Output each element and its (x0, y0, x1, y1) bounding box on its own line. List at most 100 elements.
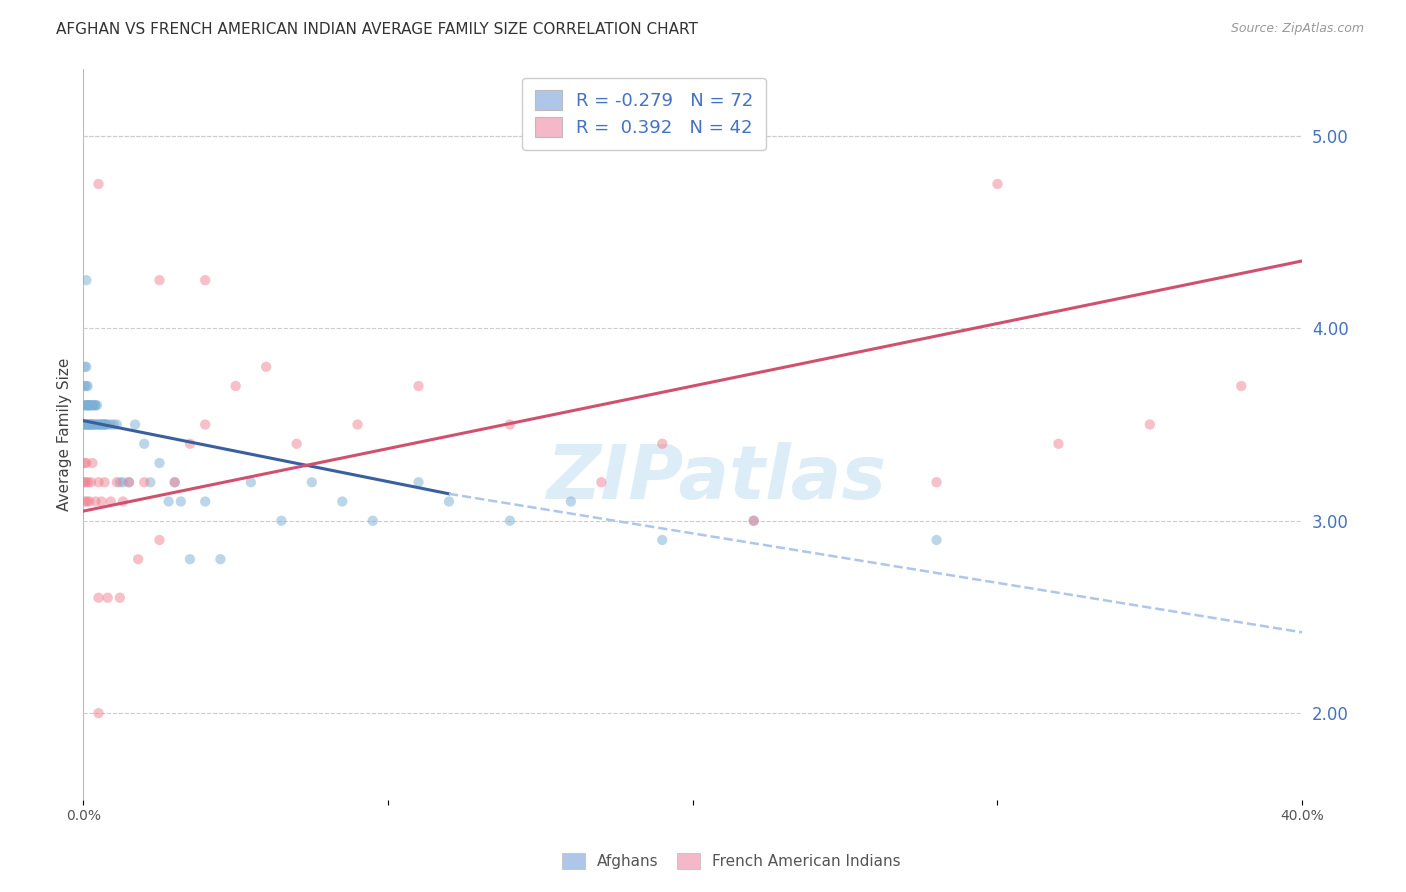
Point (408, 475, 430, 490)
Point (118, 475, 141, 490)
Point (87, 177, 110, 191)
Point (93, 417, 115, 432)
Point (87, 706, 110, 721)
Point (86, 398, 108, 412)
Point (742, 514, 765, 528)
Point (76, 379, 98, 393)
Point (925, 475, 948, 490)
Point (93, 417, 115, 432)
Point (111, 494, 134, 508)
Point (111, 475, 134, 490)
Point (80, 417, 103, 432)
Point (346, 417, 368, 432)
Text: Source: ZipAtlas.com: Source: ZipAtlas.com (1230, 22, 1364, 36)
Point (651, 533, 673, 547)
Point (163, 475, 186, 490)
Point (163, 475, 186, 490)
Point (82, 417, 104, 432)
Point (79, 398, 101, 412)
Point (76, 398, 98, 412)
Point (73, 398, 96, 412)
Point (97, 417, 120, 432)
Point (560, 494, 582, 508)
Point (742, 514, 765, 528)
Legend: R = -0.279   N = 72, R =  0.392   N = 42: R = -0.279 N = 72, R = 0.392 N = 42 (522, 78, 766, 150)
Point (285, 436, 308, 450)
Point (254, 359, 277, 374)
Point (499, 417, 522, 432)
Point (82, 398, 104, 412)
Point (408, 379, 430, 393)
Point (84, 398, 107, 412)
Point (73, 494, 96, 508)
Point (134, 436, 156, 450)
Point (77, 398, 100, 412)
Point (80, 398, 103, 412)
Point (239, 475, 262, 490)
Point (84, 417, 107, 432)
Point (82, 417, 104, 432)
Point (87, 591, 110, 605)
Point (75, 398, 97, 412)
Point (75, 475, 97, 490)
Point (76, 475, 98, 490)
Point (90, 417, 112, 432)
Point (77, 398, 100, 412)
Point (76, 417, 98, 432)
Point (105, 417, 128, 432)
Point (925, 533, 948, 547)
Point (75, 417, 97, 432)
Point (94, 417, 117, 432)
Point (124, 417, 146, 432)
Point (87, 417, 110, 432)
Point (76, 494, 98, 508)
Legend: Afghans, French American Indians: Afghans, French American Indians (555, 847, 907, 875)
Point (1230, 379, 1253, 393)
Text: ZIPatlas: ZIPatlas (547, 442, 887, 515)
Point (93, 475, 115, 490)
Point (79, 398, 101, 412)
Point (75, 359, 97, 374)
Point (87, 417, 110, 432)
Point (134, 475, 156, 490)
Point (84, 494, 107, 508)
Point (361, 514, 384, 528)
Point (82, 456, 104, 470)
Point (591, 475, 613, 490)
Point (77, 417, 100, 432)
Point (79, 417, 101, 432)
Point (97, 591, 120, 605)
Point (100, 494, 122, 508)
Point (148, 273, 170, 287)
Point (651, 436, 673, 450)
Point (73, 417, 96, 432)
Point (91, 417, 114, 432)
Point (90, 417, 112, 432)
Point (75, 398, 97, 412)
Point (75, 456, 97, 470)
Point (79, 417, 101, 432)
Point (87, 475, 110, 490)
Point (80, 417, 103, 432)
Point (148, 533, 170, 547)
Point (105, 475, 128, 490)
Point (75, 379, 97, 393)
Point (79, 494, 101, 508)
Point (73, 359, 96, 374)
Point (437, 494, 460, 508)
Point (194, 494, 217, 508)
Point (225, 379, 247, 393)
Point (1047, 436, 1070, 450)
Point (209, 552, 232, 566)
Point (83, 417, 105, 432)
Point (179, 552, 201, 566)
Point (103, 417, 125, 432)
Point (76, 417, 98, 432)
Point (301, 475, 323, 490)
Point (100, 417, 122, 432)
Point (73, 379, 96, 393)
Text: AFGHAN VS FRENCH AMERICAN INDIAN AVERAGE FAMILY SIZE CORRELATION CHART: AFGHAN VS FRENCH AMERICAN INDIAN AVERAGE… (56, 22, 699, 37)
Point (118, 475, 141, 490)
Point (83, 398, 105, 412)
Point (148, 456, 170, 470)
